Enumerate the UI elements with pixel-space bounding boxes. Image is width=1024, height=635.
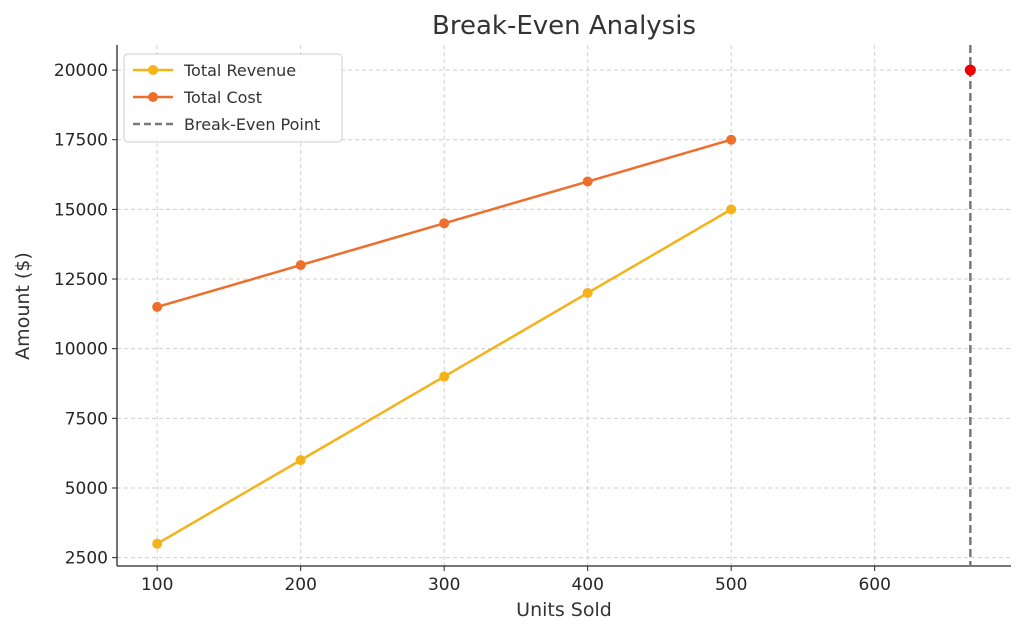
x-axis-label: Units Sold bbox=[516, 599, 612, 621]
y-tick-label: 15000 bbox=[54, 200, 108, 220]
breakeven-layer bbox=[964, 45, 976, 566]
data-point-total-cost bbox=[439, 218, 450, 229]
legend-breakeven-label: Break-Even Point bbox=[184, 115, 320, 134]
data-point-total-cost bbox=[295, 260, 306, 271]
y-tick-label: 7500 bbox=[65, 409, 108, 429]
data-point-total-revenue bbox=[582, 287, 593, 298]
y-tick-label: 20000 bbox=[54, 61, 108, 81]
x-tick-label: 200 bbox=[284, 575, 316, 595]
legend-revenue-swatch-marker bbox=[148, 65, 158, 75]
ticks-layer: 100 200 300 400 500 600 2500 5000 7500 10000 12500… bbox=[54, 61, 891, 595]
y-tick-label: 5000 bbox=[65, 479, 108, 499]
breakeven-point bbox=[964, 64, 976, 76]
y-axis-label: Amount ($) bbox=[12, 252, 34, 360]
series-layer bbox=[152, 134, 737, 549]
data-point-total-revenue bbox=[439, 371, 450, 382]
chart-title: Break-Even Analysis bbox=[432, 11, 696, 41]
legend: Total Revenue Total Cost Break-Even Poin… bbox=[123, 53, 343, 143]
axes-layer bbox=[116, 45, 1011, 567]
data-point-total-cost bbox=[582, 176, 593, 187]
legend-cost-label: Total Cost bbox=[183, 88, 262, 107]
data-point-total-cost bbox=[152, 301, 163, 312]
data-point-total-revenue bbox=[152, 538, 163, 549]
data-point-total-revenue bbox=[726, 204, 737, 215]
x-tick-label: 600 bbox=[858, 575, 890, 595]
legend-revenue-label: Total Revenue bbox=[183, 61, 296, 80]
y-tick-label: 10000 bbox=[54, 340, 108, 360]
x-tick-label: 300 bbox=[428, 575, 460, 595]
x-tick-label: 100 bbox=[141, 575, 173, 595]
data-point-total-cost bbox=[726, 134, 737, 145]
x-tick-label: 500 bbox=[715, 575, 747, 595]
legend-box bbox=[123, 53, 343, 143]
y-tick-label: 2500 bbox=[65, 549, 108, 569]
legend-cost-swatch-marker bbox=[148, 92, 158, 102]
x-tick-label: 400 bbox=[571, 575, 603, 595]
y-tick-label: 12500 bbox=[54, 270, 108, 290]
y-tick-label: 17500 bbox=[54, 131, 108, 151]
data-point-total-revenue bbox=[295, 455, 306, 466]
